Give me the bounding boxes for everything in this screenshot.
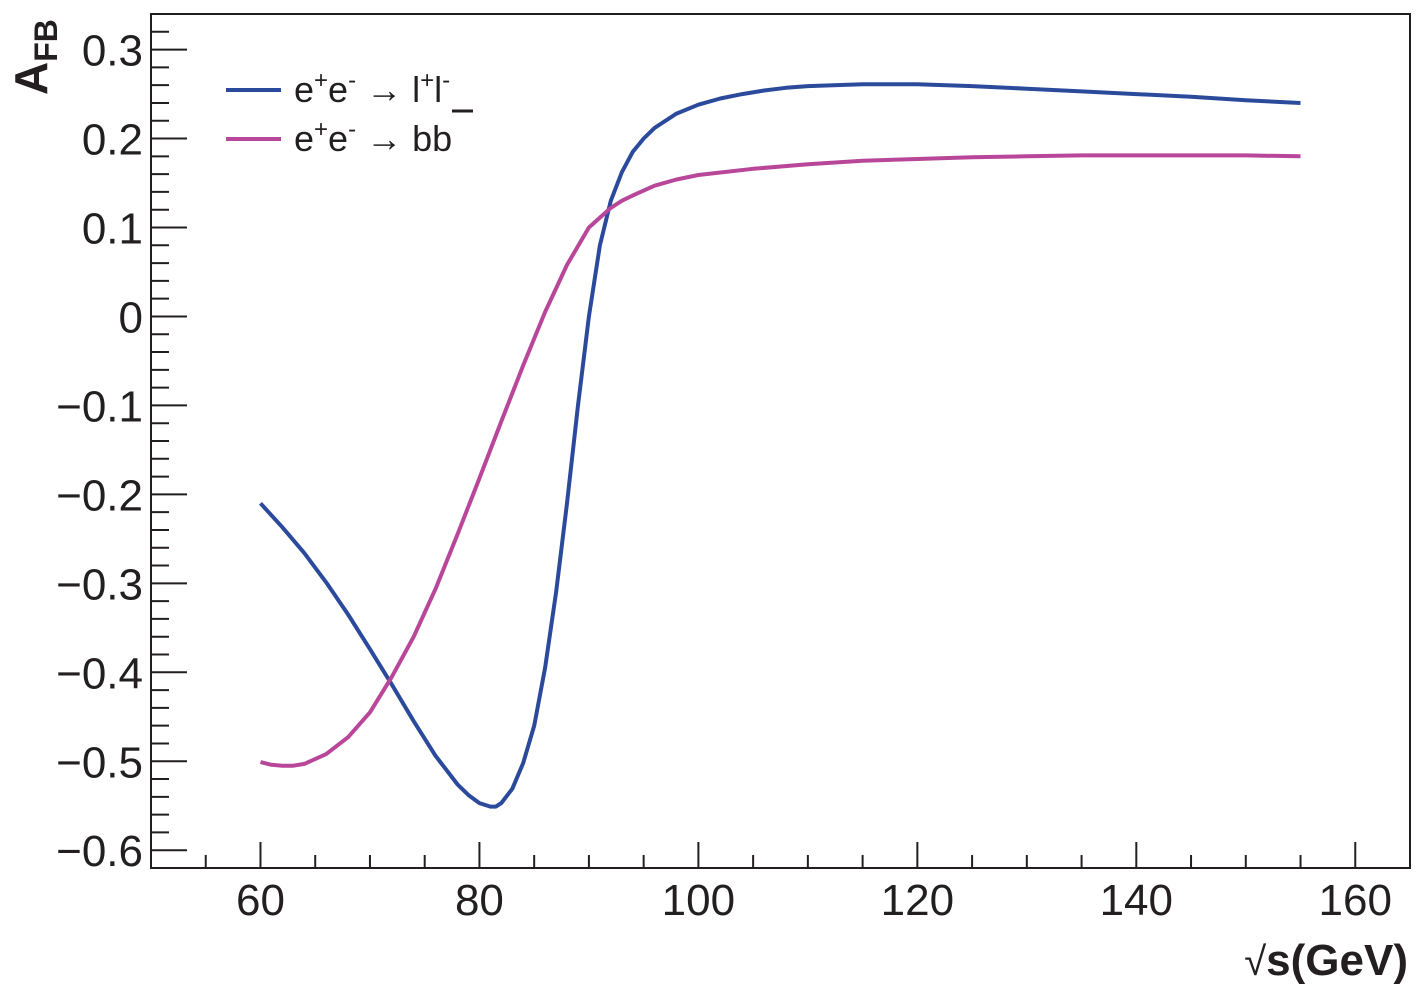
y-tick-label: −0.6	[56, 827, 143, 876]
x-tick-label: 60	[236, 876, 285, 925]
x-tick-label: 80	[455, 876, 504, 925]
y-tick-label: −0.5	[56, 738, 143, 787]
y-tick-label: −0.1	[56, 382, 143, 431]
x-axis-tick-labels: 60 80 100 120 140 160	[236, 876, 1392, 925]
x-tick-label: 160	[1319, 876, 1392, 925]
y-axis-ticks	[151, 13, 187, 869]
x-axis-title: √s(GeV)	[1244, 936, 1408, 985]
legend: e+e- → l+l- e+e- → bb	[226, 67, 473, 159]
y-tick-label: 0.3	[82, 27, 143, 76]
series-line-bbbar	[260, 153, 1301, 768]
y-tick-label: 0.2	[82, 116, 143, 165]
y-tick-label: −0.2	[56, 471, 143, 520]
y-tick-label: −0.3	[56, 560, 143, 609]
series-line-leptons	[259, 82, 1301, 809]
y-tick-label: 0	[119, 293, 143, 342]
y-tick-label: −0.4	[56, 649, 143, 698]
y-axis-tick-labels: −0.6 −0.5 −0.4 −0.3 −0.2 −0.1 0 0.1 0.2 0.3	[56, 27, 143, 877]
y-axis-title: AFB	[5, 19, 64, 95]
x-tick-label: 100	[662, 876, 735, 925]
series-layer	[259, 82, 1301, 809]
x-axis-ticks	[204, 842, 1411, 868]
legend-label-bbbar: e+e- → bb	[294, 116, 452, 159]
y-tick-label: 0.1	[82, 205, 143, 254]
x-tick-label: 120	[881, 876, 954, 925]
x-tick-label: 140	[1100, 876, 1173, 925]
legend-label-leptons: e+e- → l+l-	[294, 67, 450, 110]
